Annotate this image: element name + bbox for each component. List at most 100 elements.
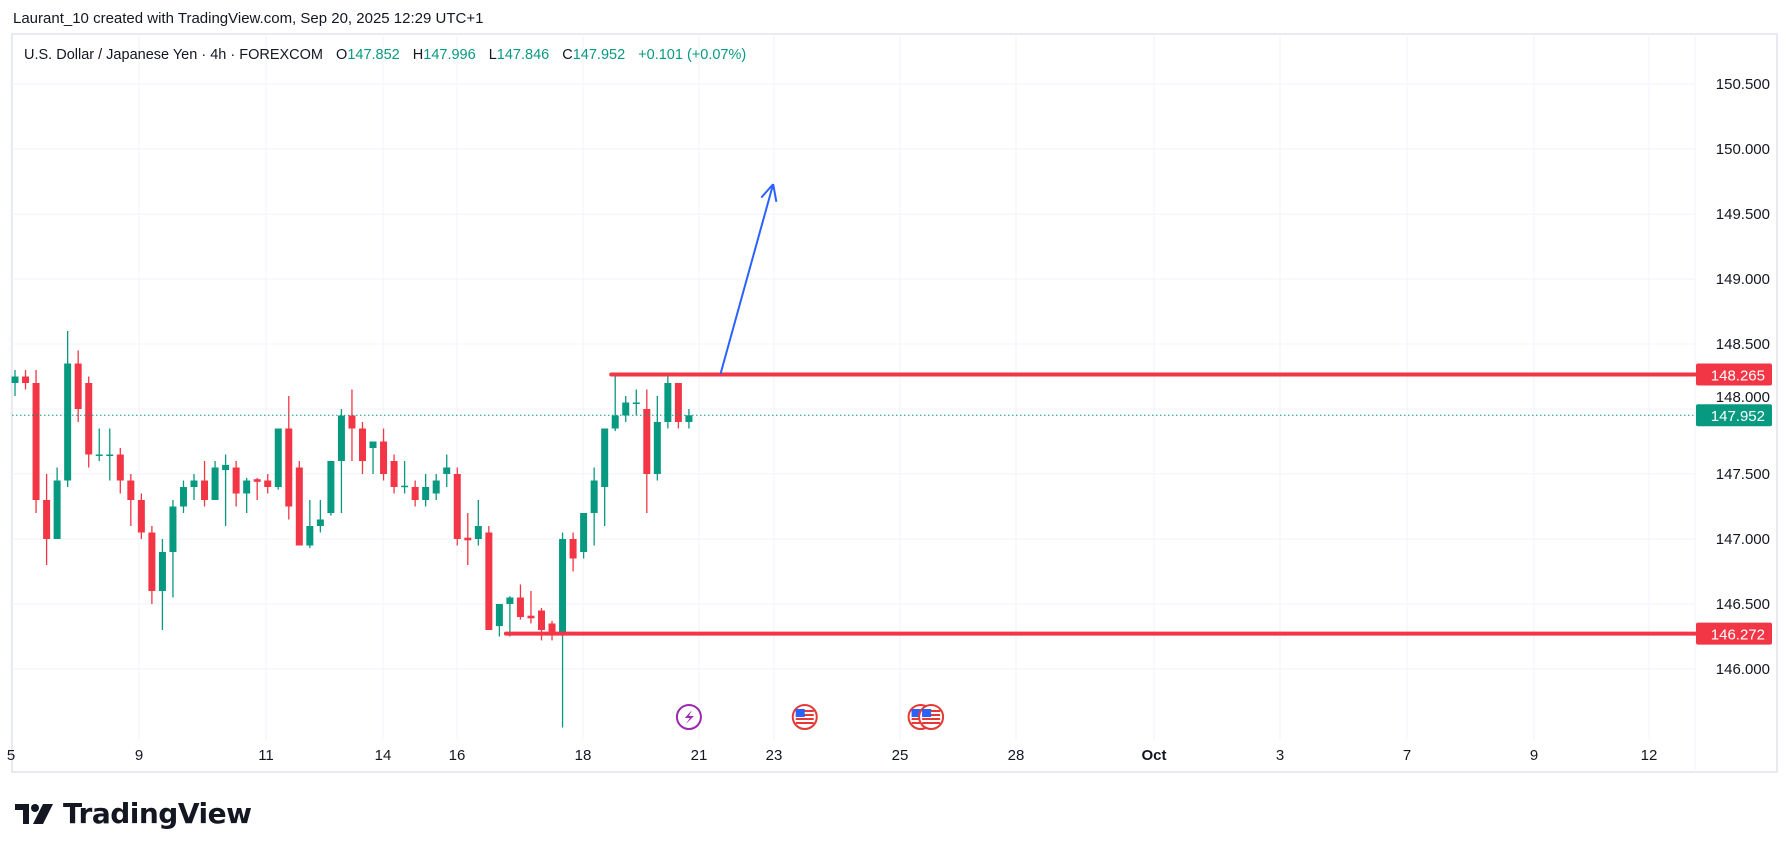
time-tick-label: 9 bbox=[1530, 747, 1538, 764]
level-price-label: 146.272 bbox=[1711, 627, 1765, 644]
candle-down bbox=[548, 623, 556, 636]
chart-credit: Laurant_10 created with TradingView.com,… bbox=[13, 10, 484, 27]
candle-down bbox=[253, 479, 261, 482]
candle-up bbox=[190, 480, 198, 487]
grid bbox=[10, 34, 1695, 740]
candle-up bbox=[443, 467, 451, 474]
price-tick-label: 150.500 bbox=[1716, 76, 1770, 93]
low-value: 147.846 bbox=[496, 47, 550, 63]
symbol-title[interactable]: U.S. Dollar / Japanese Yen · 4h · FOREXC… bbox=[24, 47, 323, 63]
chart-frame bbox=[11, 33, 1778, 773]
candles bbox=[11, 331, 693, 728]
time-tick-label: 14 bbox=[375, 747, 392, 764]
flag-canton bbox=[795, 709, 805, 717]
flag-stripe bbox=[795, 722, 814, 724]
tradingview-logo[interactable]: TradingView bbox=[15, 797, 252, 830]
last-price-badge bbox=[1696, 404, 1772, 427]
lightning-event-icon[interactable] bbox=[675, 704, 702, 730]
candle-up bbox=[211, 467, 219, 500]
drawings bbox=[12, 183, 1697, 730]
high-label: H bbox=[412, 47, 424, 63]
candle-up bbox=[369, 441, 377, 448]
level-price-badge bbox=[1696, 363, 1772, 386]
arrow-line[interactable] bbox=[719, 183, 775, 375]
level-price-badge bbox=[1696, 622, 1772, 645]
candle-up bbox=[306, 526, 314, 546]
candle-up bbox=[685, 415, 693, 422]
candle-down bbox=[380, 441, 388, 474]
time-tick-label: 3 bbox=[1276, 747, 1284, 764]
flag-stripe bbox=[922, 718, 941, 720]
candle-up bbox=[422, 487, 430, 500]
candle-down bbox=[116, 454, 124, 481]
candle-down bbox=[264, 480, 272, 487]
candle-down bbox=[464, 537, 472, 541]
candle-up bbox=[106, 454, 114, 456]
candle-down bbox=[538, 610, 545, 630]
candle-down bbox=[232, 467, 240, 494]
open-value: 147.852 bbox=[347, 47, 400, 63]
time-axis[interactable]: 5 9 11 14 16 18 21 23 25 28 Oct 3 7 9 12 bbox=[7, 747, 1658, 764]
candle-down bbox=[390, 461, 398, 487]
price-tick-label: 150.000 bbox=[1716, 141, 1770, 158]
price-axis[interactable]: 146.000 146.500 147.000 147.500 148.000 148.5… bbox=[1696, 76, 1772, 678]
close-label: C bbox=[562, 47, 573, 63]
candle-down bbox=[137, 500, 145, 533]
candle-up bbox=[432, 480, 440, 494]
candle-up bbox=[622, 402, 630, 416]
candle-up bbox=[611, 415, 619, 429]
candle-down bbox=[127, 480, 135, 500]
time-tick-label: 23 bbox=[766, 747, 783, 764]
tradingview-logo-icon bbox=[15, 803, 53, 824]
candle-up bbox=[506, 597, 514, 604]
candle-up bbox=[243, 480, 251, 494]
candle-up bbox=[590, 480, 598, 513]
candle-up bbox=[495, 604, 503, 627]
candle-down bbox=[358, 428, 366, 461]
price-tick-label: 149.000 bbox=[1716, 271, 1770, 288]
time-tick-label: 12 bbox=[1641, 747, 1658, 764]
price-tick-label: 146.000 bbox=[1716, 661, 1770, 678]
candle-down bbox=[643, 409, 651, 474]
candle-down bbox=[674, 383, 682, 422]
flag-canton bbox=[911, 709, 921, 717]
price-tick-label: 149.500 bbox=[1716, 206, 1770, 223]
price-tick-label: 146.500 bbox=[1716, 596, 1770, 613]
candle-down bbox=[201, 480, 209, 500]
price-tick-label: 148.000 bbox=[1716, 389, 1770, 406]
arrow-head bbox=[760, 183, 774, 199]
candle-up bbox=[327, 461, 335, 513]
time-tick-label: 9 bbox=[135, 747, 143, 764]
candle-up bbox=[179, 487, 187, 507]
candle-down bbox=[411, 487, 419, 500]
candle-up bbox=[401, 485, 409, 488]
candle-down bbox=[22, 376, 30, 383]
candle-down bbox=[295, 467, 303, 546]
candle-up bbox=[53, 480, 61, 539]
candle-down bbox=[148, 532, 156, 591]
us-flag-event-icon[interactable] bbox=[918, 704, 945, 730]
candle-up bbox=[664, 383, 672, 422]
candle-down bbox=[74, 363, 82, 409]
flag-canton bbox=[922, 709, 932, 717]
candle-down bbox=[516, 597, 524, 617]
price-tick-label: 148.500 bbox=[1716, 336, 1770, 353]
candle-down bbox=[453, 474, 461, 539]
change-value: +0.101 (+0.07%) bbox=[638, 47, 747, 63]
candle-up bbox=[632, 402, 640, 404]
us-flag-event-icon[interactable] bbox=[791, 704, 818, 730]
candle-up bbox=[64, 363, 72, 481]
time-tick-label: 11 bbox=[258, 747, 274, 764]
low-label: L bbox=[488, 47, 497, 63]
candle-down bbox=[285, 428, 293, 507]
time-tick-label: 18 bbox=[575, 747, 592, 764]
open-label: O bbox=[336, 47, 348, 63]
last-price-label: 147.952 bbox=[1711, 408, 1765, 425]
flag-stripe bbox=[795, 718, 814, 720]
candle-down bbox=[32, 383, 40, 500]
candle-up bbox=[474, 526, 482, 539]
time-tick-label: 5 bbox=[7, 747, 15, 764]
price-tick-label: 147.500 bbox=[1716, 466, 1770, 483]
level-price-label: 148.265 bbox=[1711, 368, 1765, 385]
